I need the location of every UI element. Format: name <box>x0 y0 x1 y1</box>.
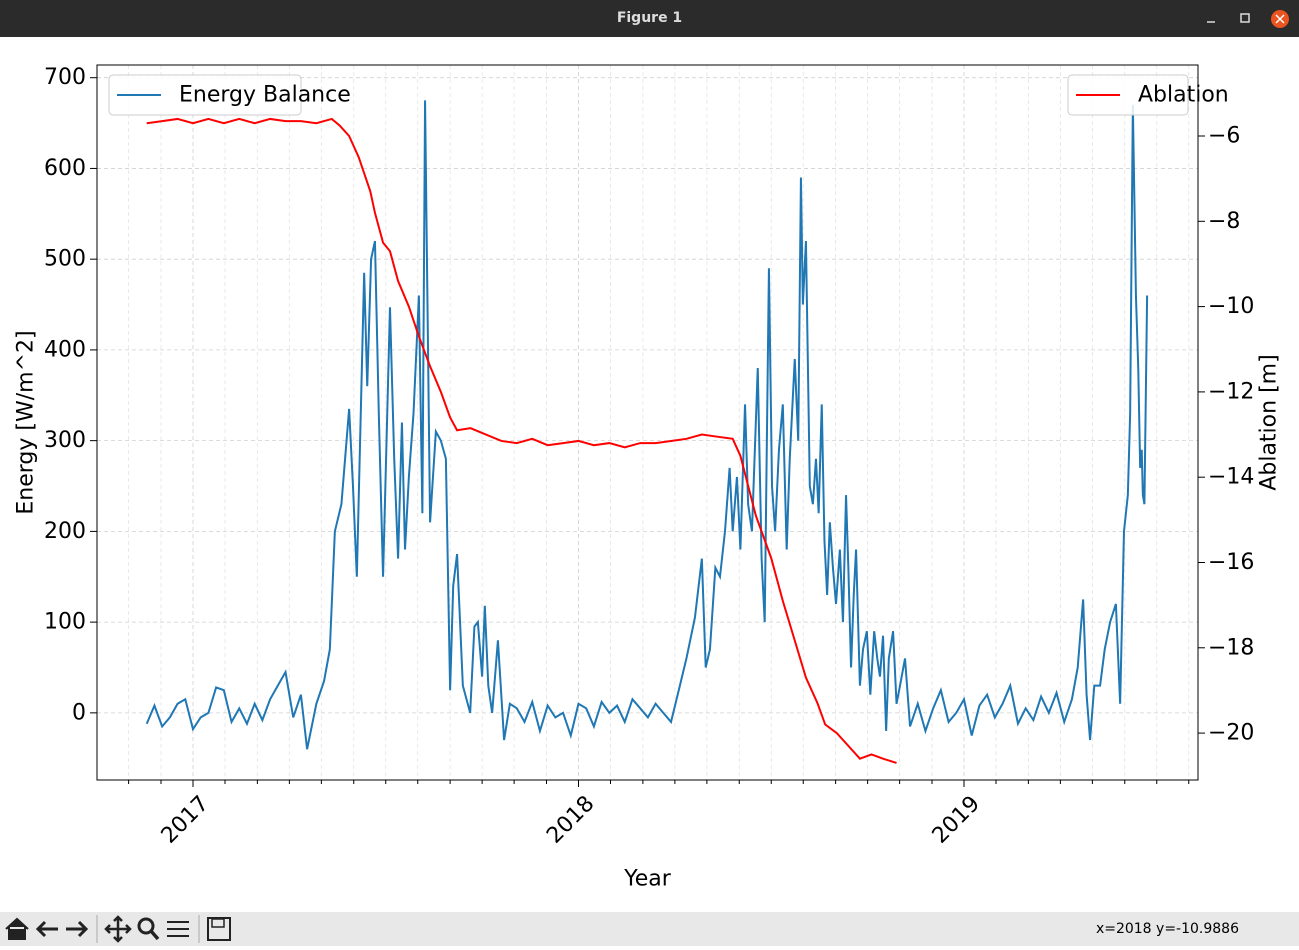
maximize-button[interactable] <box>1240 13 1250 23</box>
chart: 2017 2018 2019 0 100 200 300 400 500 600 700 −20 −18… <box>14 64 1282 892</box>
y2-tick-label: −18 <box>1208 635 1254 660</box>
save-icon <box>211 918 225 928</box>
y2-tick-label: −16 <box>1208 550 1254 575</box>
legend-label: Energy Balance <box>179 83 351 108</box>
y-tick-label: 400 <box>44 337 86 362</box>
legend-box <box>1067 74 1189 116</box>
series-line <box>145 100 1149 750</box>
plot-frame <box>96 64 1199 781</box>
x-axis-label: Year <box>623 867 672 892</box>
y-tick-label: 200 <box>44 519 86 544</box>
pan-button[interactable] <box>104 915 132 943</box>
toolbar-icons <box>5 915 231 943</box>
x-tick-label: 2017 <box>157 791 214 848</box>
title-bar: Figure 1 <box>0 0 1299 37</box>
series-line <box>146 117 897 764</box>
x-tick-label: 2018 <box>542 791 599 848</box>
y2-axis-label: Ablation [m] <box>1257 354 1282 490</box>
back-button[interactable] <box>35 920 58 938</box>
y2-tick-label: −20 <box>1208 721 1254 746</box>
toolbar: x=2018 y=-10.9886 <box>0 912 1299 946</box>
zoom-handle <box>149 929 160 941</box>
legend-box <box>108 74 302 116</box>
y2-tick-label: −12 <box>1208 379 1254 404</box>
y-tick-label: 0 <box>72 700 86 725</box>
status-text: x=2018 y=-10.9886 <box>1095 921 1239 937</box>
window-title: Figure 1 <box>616 10 683 26</box>
window-controls <box>1207 10 1289 28</box>
y-tick-label: 100 <box>44 610 86 635</box>
y-tick-label: 600 <box>44 156 86 181</box>
y2-tick-label: −6 <box>1208 124 1240 149</box>
forward-button[interactable] <box>66 920 89 938</box>
y2-tick-label: −10 <box>1208 294 1254 319</box>
close-icon <box>1275 14 1285 24</box>
legend-label: Ablation <box>1138 83 1229 108</box>
home-button[interactable] <box>5 917 29 940</box>
y2-tick-label: −14 <box>1208 465 1254 490</box>
y2-tick-label: −8 <box>1208 209 1240 234</box>
configure-button[interactable] <box>167 921 189 937</box>
y-tick-label: 500 <box>44 247 86 272</box>
x-tick-label: 2019 <box>928 791 985 848</box>
save-button[interactable] <box>207 917 231 941</box>
y-axis-label: Energy [W/m^2] <box>14 330 39 514</box>
y-tick-label: 300 <box>44 428 86 453</box>
y-tick-label: 700 <box>44 65 86 90</box>
zoom-button[interactable] <box>137 917 155 935</box>
